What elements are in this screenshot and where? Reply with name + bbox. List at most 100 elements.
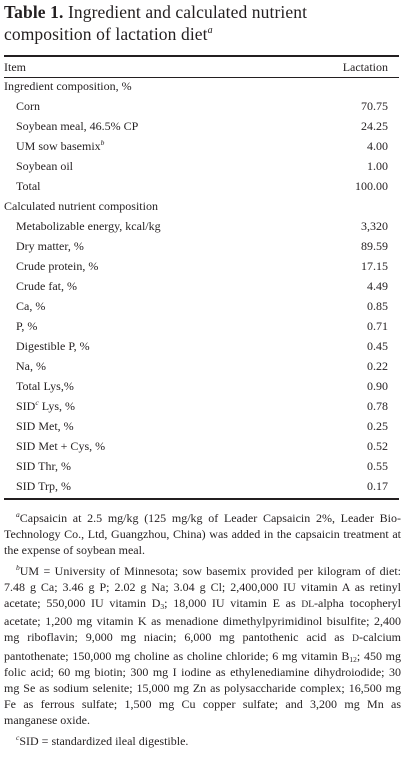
row-label-cell: Digestible P, %: [4, 336, 268, 356]
row-value: 0.85: [367, 298, 388, 313]
header-row: Item Lactation: [4, 58, 399, 76]
row-label-cell: Na, %: [4, 356, 268, 376]
row-label-cell: Metabolizable energy, kcal/kg: [4, 216, 268, 236]
table-row: Dry matter, % 89.59: [4, 236, 399, 256]
section-row: Ingredient composition, %: [4, 76, 399, 96]
row-label-cell: SID Met + Cys, %: [4, 436, 268, 456]
row-label: Dry matter, %: [16, 238, 84, 253]
row-value: 0.45: [367, 338, 388, 353]
header-rule: [4, 77, 399, 78]
footnote-c-mark: c: [16, 732, 20, 742]
footnote-b-text-1: UM = University of Minnesota; sow basemi…: [4, 563, 401, 611]
table-row: Corn 70.75: [4, 96, 399, 116]
item-column-header: Item: [4, 59, 26, 74]
row-value: 4.00: [367, 138, 388, 153]
row-label: Total Lys,%: [16, 378, 74, 393]
table-footnotes: aCapsaicin at 2.5 mg/kg (125 mg/kg of Le…: [4, 510, 401, 749]
row-label: SID Trp, %: [16, 478, 72, 493]
row-label: Na, %: [16, 358, 46, 373]
row-label-cell: SID Trp, %: [4, 476, 268, 496]
footnote-a-text: Capsaicin at 2.5 mg/kg (125 mg/kg of Lea…: [4, 511, 401, 558]
row-value: 0.90: [367, 378, 388, 393]
row-footnote-mark: b: [100, 137, 105, 147]
row-label-cell: Dry matter, %: [4, 236, 268, 256]
table-row: Metabolizable energy, kcal/kg 3,320: [4, 216, 399, 236]
row-label-cell: Corn: [4, 96, 268, 116]
table-row: SID Met, % 0.25: [4, 416, 399, 436]
row-label: UM sow basemix: [16, 138, 101, 153]
section-label: Calculated nutrient composition: [4, 198, 158, 213]
row-value: 89.59: [361, 238, 388, 253]
table-row: P, % 0.71: [4, 316, 399, 336]
row-label-cell: Ca, %: [4, 296, 268, 316]
table-row: Soybean meal, 46.5% CP 24.25: [4, 116, 399, 136]
row-label: P, %: [16, 318, 38, 333]
bottom-rule: [4, 498, 399, 500]
footnote-a-mark: a: [16, 510, 20, 519]
row-label: SID Met + Cys, %: [16, 438, 106, 453]
row-label: Soybean meal, 46.5% CP: [16, 118, 139, 133]
row-label-cell: SID Thr, %: [4, 456, 268, 476]
row-label: SID Met, %: [16, 418, 74, 433]
table-row: Crude protein, % 17.15: [4, 256, 399, 276]
table-row: UM sow basemixb 4.00: [4, 136, 399, 156]
row-label-cell: SID Met, %: [4, 416, 268, 436]
row-label: SID Thr, %: [16, 458, 71, 473]
row-label: Corn: [16, 98, 40, 113]
table-label: Table 1.: [4, 2, 64, 22]
table-row: SID Met + Cys, % 0.52: [4, 436, 399, 456]
row-label-cell: Total: [4, 176, 268, 196]
section-row: Calculated nutrient composition: [4, 196, 399, 216]
footnote-b-d: D: [352, 634, 360, 645]
footnote-a: aCapsaicin at 2.5 mg/kg (125 mg/kg of Le…: [4, 510, 401, 559]
row-footnote-mark: c: [35, 397, 39, 407]
row-label: Digestible P, %: [16, 338, 90, 353]
row-value: 17.15: [361, 258, 388, 273]
row-label-cell: Soybean oil: [4, 156, 268, 176]
row-value: 0.52: [367, 438, 388, 453]
lactation-column-header: Lactation: [342, 59, 388, 74]
table-row: SIDc Lys, % 0.78: [4, 396, 399, 416]
row-label: Total: [16, 178, 41, 193]
row-label-cell: UM sow basemixb: [4, 136, 268, 156]
row-value: 70.75: [361, 98, 388, 113]
row-label: Soybean oil: [16, 158, 73, 173]
row-value: 24.25: [361, 118, 388, 133]
table-body: Ingredient composition, % Corn 70.75 Soybea…: [4, 76, 399, 496]
table-row: Na, % 0.22: [4, 356, 399, 376]
footnote-b-text-4: -calcium pantothenate; 150,000 mg cholin…: [4, 630, 401, 663]
row-label: Metabolizable energy, kcal/kg: [16, 218, 161, 233]
section-label: Ingredient composition, %: [4, 78, 132, 93]
footnote-b-text-3: -alpha tocopheryl acetate; 1,200 mg vita…: [4, 596, 402, 645]
row-label: Crude fat, %: [16, 278, 77, 293]
footnote-b-text-5: ; 450 mg folic acid; 60 mg biotin; 300 m…: [4, 648, 402, 728]
table-row: Ca, % 0.85: [4, 296, 399, 316]
table-title: Table 1. Ingredient and calculated nutri…: [4, 1, 399, 45]
row-label-cell: SIDc Lys, %: [4, 396, 268, 416]
row-value: 0.55: [367, 458, 388, 473]
row-label: Ca, %: [16, 298, 46, 313]
row-label-cell: P, %: [4, 316, 268, 336]
row-label-cell: Soybean meal, 46.5% CP: [4, 116, 268, 136]
footnote-b-subscript-2: 12: [349, 654, 357, 664]
top-rule: [4, 55, 399, 57]
row-value: 0.71: [367, 318, 388, 333]
footnote-b-subscript-1: 3: [160, 602, 165, 612]
footnote-b-text-2: ; 18,000 IU vitamin E as: [164, 596, 302, 611]
row-label: SIDc Lys, %: [16, 397, 76, 413]
row-label: Crude protein, %: [16, 258, 99, 273]
title-footnote-mark: a: [207, 25, 213, 36]
footnote-b-dl: DL: [301, 600, 315, 611]
composition-table: Item Lactation Ingredient composition, %…: [4, 58, 399, 496]
footnote-b-mark: b: [16, 562, 20, 572]
row-label-cell: Total Lys,%: [4, 376, 268, 396]
row-value: 100.00: [355, 178, 388, 193]
table-row: Total 100.00: [4, 176, 399, 196]
row-label-cell: Crude protein, %: [4, 256, 268, 276]
table-row: SID Thr, % 0.55: [4, 456, 399, 476]
footnote-c: cSID = standardized ileal digestible.: [4, 733, 401, 749]
row-value: 4.49: [367, 278, 388, 293]
table-row: SID Trp, % 0.17: [4, 476, 399, 496]
row-value: 0.25: [367, 418, 388, 433]
